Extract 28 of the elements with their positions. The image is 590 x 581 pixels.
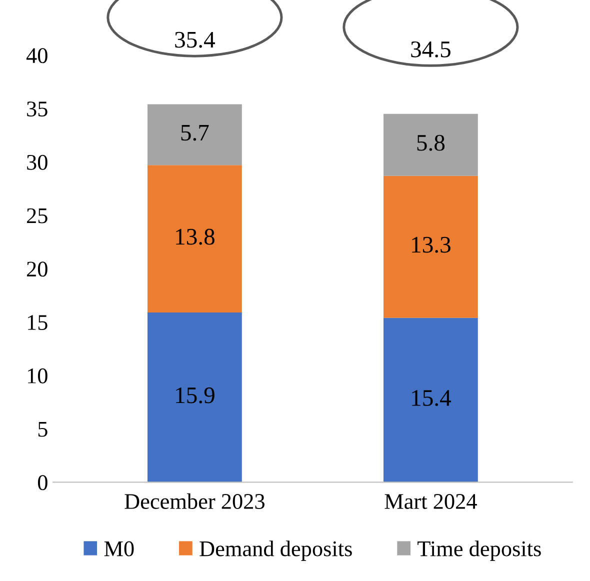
bar	[148, 312, 242, 482]
data-label: 13.8	[176, 228, 214, 245]
data-label: 5.8	[417, 134, 445, 151]
bar	[384, 318, 478, 482]
bar	[384, 114, 478, 176]
y-tick-label: 35	[27, 102, 48, 117]
y-tick-label: 25	[26, 208, 48, 224]
legend-label: M0	[104, 541, 134, 556]
bar	[148, 104, 242, 166]
data-label: 13.3	[412, 236, 450, 253]
y-tick-label: 15	[28, 315, 48, 330]
data-label: 15.4	[412, 390, 451, 406]
legend-label: Demand deposits	[200, 540, 352, 561]
bar	[148, 165, 242, 312]
y-tick-label: 30	[27, 154, 48, 170]
legend-label: Time deposits	[418, 540, 541, 561]
y-tick-label: 5	[38, 422, 48, 437]
y-tick-label: 10	[28, 368, 48, 384]
bar	[384, 176, 478, 318]
y-tick-label: 40	[26, 48, 48, 64]
y-tick-label: 0	[38, 475, 48, 490]
total-label: 34.5	[411, 41, 450, 58]
x-tick-label: Mart 2024	[384, 494, 477, 509]
y-tick-label: 20	[26, 262, 48, 277]
data-label: 5.7	[181, 124, 209, 141]
data-label: 15.9	[176, 387, 214, 404]
total-label: 35.4	[175, 32, 215, 48]
x-tick-label: December 2023	[124, 493, 264, 509]
